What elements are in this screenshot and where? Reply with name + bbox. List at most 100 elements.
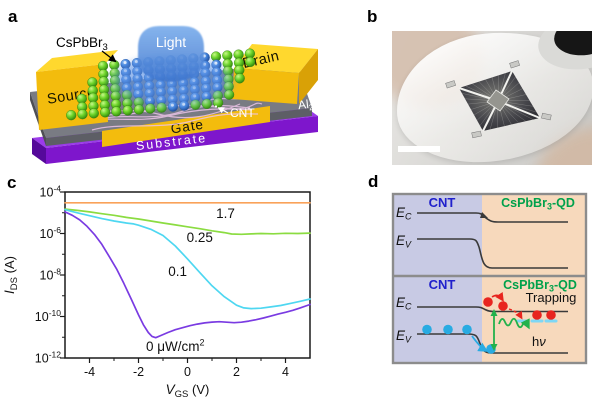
- bottom-ec-label: EC: [396, 295, 412, 312]
- y-tick-label: 10-10: [35, 308, 61, 324]
- bottom-cnt-label: CNT: [429, 277, 456, 292]
- x-tick-label: 4: [282, 365, 289, 379]
- qd-sphere: [122, 105, 133, 116]
- top-qd-label: CsPbBr3-QD: [501, 196, 575, 212]
- device-photo: [392, 31, 592, 165]
- top-ev-label: EV: [396, 233, 412, 250]
- photon-wave: [498, 317, 530, 330]
- y-tick-label: 10-12: [35, 349, 61, 365]
- cnt-label: CNT: [230, 106, 255, 120]
- curve-0.1: [64, 208, 311, 310]
- hv-label: hν: [532, 334, 546, 349]
- bottom-qd-label: CsPbBr3-QD: [503, 278, 577, 294]
- gate-label: Gate: [170, 117, 205, 137]
- y-axis: 10-4 10-6 10-8 10-10 10-12: [35, 183, 65, 365]
- top-ev-base: E: [396, 233, 406, 248]
- electron-1: [483, 297, 493, 307]
- cspbbr3-base: CsPbBr: [56, 35, 103, 50]
- top-ec-label: EC: [396, 205, 412, 222]
- x-tick-label: 2: [233, 365, 240, 379]
- qd-sphere: [111, 106, 122, 117]
- al2o3-p2: O: [312, 95, 323, 110]
- curve-label-0 μW/cm: 0 μW/cm2: [146, 337, 205, 354]
- hv-nu: ν: [539, 334, 546, 349]
- qd-sphere: [99, 107, 111, 118]
- cspbbr3-label: CsPbBr3: [56, 35, 108, 53]
- bottom-cnt-region: [393, 276, 482, 363]
- fan-contact-pads: [445, 60, 552, 139]
- bottom-qd-sub: 3: [549, 284, 554, 294]
- top-ec-base: E: [396, 205, 406, 220]
- drain-side-face: [299, 49, 318, 104]
- x-tick-label: -2: [133, 365, 144, 379]
- qd-sphere: [66, 110, 77, 121]
- qd-sphere: [245, 56, 256, 68]
- curve-label-0.25: 0.25: [187, 230, 213, 245]
- panel-d-label: d: [368, 172, 379, 191]
- x-axis-title: VGS (V): [166, 382, 210, 400]
- band-diagram: CNT CsPbBr3-QD EC EV CNT CsPbBr3-QD EC T…: [391, 192, 588, 365]
- substrate-side-face: [32, 138, 46, 164]
- qd-sphere: [77, 109, 88, 120]
- hole-1: [422, 324, 432, 335]
- top-ev-sub: V: [405, 240, 412, 250]
- qd-sphere: [88, 108, 99, 119]
- top-ec-sub: C: [405, 212, 412, 222]
- light-beam: [138, 26, 204, 82]
- source-top-face: [36, 50, 118, 72]
- curve-label-0.1: 0.1: [168, 264, 187, 279]
- bottom-conduction-band: [417, 306, 568, 313]
- bottom-ec-base: E: [396, 295, 406, 310]
- curve-label-1.7: 1.7: [216, 206, 235, 221]
- bottom-qd-base: CsPbBr: [503, 278, 549, 292]
- y-tick-label: 10-4: [40, 183, 62, 199]
- plot-frame: [64, 191, 311, 359]
- panel-b-label: b: [367, 7, 378, 26]
- electrode-fan-pattern: [445, 60, 552, 139]
- top-qd-region: [482, 194, 586, 276]
- top-cnt-region: [393, 194, 482, 276]
- bottom-ev-label: EV: [396, 328, 412, 345]
- top-band-bend-arrow: [480, 212, 488, 218]
- al2o3-p1: Al: [297, 97, 309, 112]
- trapped-electron-2: [546, 310, 556, 320]
- top-qd-rest: -QD: [552, 196, 575, 210]
- hole-2: [443, 324, 453, 335]
- hole-transfer-arrow: [471, 335, 489, 352]
- qd-sphere: [234, 73, 245, 84]
- bottom-ec-sub: C: [405, 302, 412, 312]
- drain-front-face: [232, 68, 299, 104]
- y-tick-label: 10-6: [40, 225, 62, 241]
- x-tick-label: -4: [84, 365, 95, 379]
- top-qd-sub: 3: [547, 202, 552, 212]
- al2o3-s1: 2: [308, 102, 314, 113]
- bottom-ev-base: E: [396, 328, 406, 343]
- top-cnt-label: CNT: [429, 195, 456, 210]
- electron-transfer-arrow: [491, 291, 504, 302]
- bandgap-arrow-top: [490, 309, 498, 316]
- panel-a-label: a: [8, 7, 18, 26]
- transfer-curve-chart: -4 -2 0 2 4 10-4 10-6 10-8 10-10 10-12 VGS (V) IDS …: [2, 183, 311, 400]
- bottom-ev-sub: V: [405, 335, 412, 345]
- gate-bar: [102, 106, 270, 147]
- fan-center-pad: [486, 89, 510, 112]
- scale-bar: [398, 146, 440, 152]
- substrate-front-face: [46, 116, 318, 164]
- hv-h: h: [532, 334, 539, 349]
- bottom-valence-band: [417, 333, 568, 354]
- cnt-arrow: [217, 107, 229, 114]
- bottom-qd-rest: -QD: [554, 278, 577, 292]
- top-qd-base: CsPbBr: [501, 196, 547, 210]
- cspbbr3-arrow: [101, 50, 117, 63]
- x-tick-label: 0: [184, 365, 191, 379]
- band-diagram-border: [391, 192, 588, 365]
- top-valence-band: [417, 238, 568, 269]
- cspbbr3-sub: 3: [103, 42, 108, 53]
- y-axis-title: IDS (A): [2, 256, 20, 294]
- device-schematic: Gate Substrate Source Drain Light: [30, 26, 329, 164]
- curve-0.25: [64, 208, 311, 236]
- x-axis: -4 -2 0 2 4: [84, 358, 289, 379]
- curve-0 μW/cm: [64, 211, 311, 339]
- electron-2: [498, 301, 508, 311]
